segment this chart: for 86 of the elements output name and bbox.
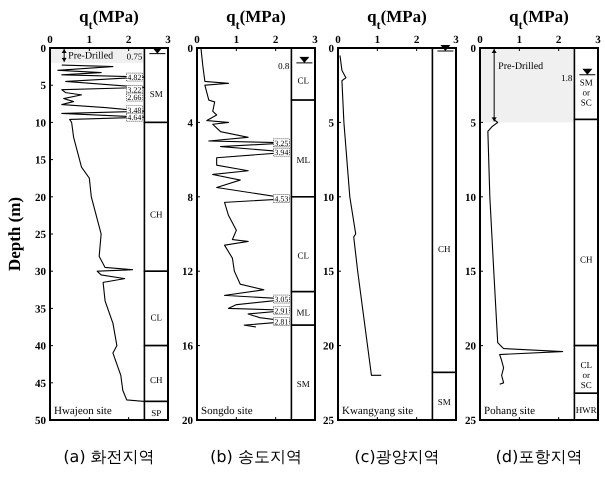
band-label: CL	[150, 312, 162, 322]
x-tick-label: 2	[414, 34, 420, 46]
y-tick-label: 20	[323, 340, 334, 353]
annotation: Hwajeon site	[54, 405, 112, 417]
y-tick-label: 30	[35, 266, 46, 278]
band-label: SP	[151, 408, 162, 418]
x-tick-label: 3	[312, 34, 318, 46]
x-axis-title: q$_{t}$(MPa)	[509, 7, 569, 32]
y-tick-label: 16	[182, 340, 194, 353]
annotation: 4.82	[127, 73, 142, 82]
band-label: Pre-Drilled	[68, 50, 114, 62]
annotation: 4.64	[127, 113, 142, 122]
band-label: CH	[150, 210, 163, 220]
band-label: CH	[580, 254, 593, 265]
band-label: SM or SC	[580, 77, 593, 108]
band-label: CL or SC	[580, 360, 592, 390]
band-label: SM	[296, 378, 310, 389]
x-tick-label: 2	[556, 34, 562, 46]
band-label: CH	[438, 244, 451, 254]
y-tick-label: 5	[40, 80, 46, 92]
y-tick-label: 0	[188, 43, 194, 55]
text: (c)광양지역	[354, 447, 440, 466]
annotation: 2.91	[274, 306, 288, 316]
y-axis-title: Depth (m)	[5, 196, 24, 272]
band-label: CH	[150, 375, 163, 386]
x-tick-label: 3	[165, 34, 172, 46]
y-tick-label: 45	[35, 378, 46, 390]
y-tick-label: 40	[35, 340, 46, 353]
y-tick-label: 25	[323, 415, 334, 427]
annotation: 3.05	[274, 295, 288, 304]
annotation: Pohang site	[484, 405, 536, 417]
y-tick-label: 12	[182, 266, 194, 278]
ref-line-label: 1.8	[561, 72, 573, 83]
y-tick-label: 25	[35, 229, 46, 241]
text: (d)포항지역	[496, 447, 582, 466]
x-tick-label: 2	[126, 34, 132, 46]
band-label: SM	[150, 89, 163, 100]
y-tick-label: 35	[35, 303, 46, 316]
y-tick-label: 10	[323, 192, 334, 204]
annotation: Songdo site	[201, 405, 253, 417]
annotation: 4.53	[274, 194, 288, 204]
y-tick-label: 15	[465, 266, 476, 278]
annotation: 2.81	[274, 317, 288, 326]
band-label: SM	[438, 396, 451, 407]
y-tick-label: 20	[35, 192, 46, 204]
y-tick-label: 5	[470, 117, 476, 130]
x-axis-title: q$_{t}$(MPa)	[79, 7, 139, 32]
annotation: 3.94	[274, 148, 288, 158]
y-tick-label: 10	[35, 117, 46, 130]
band-label: CL	[297, 75, 309, 86]
x-tick-label: 3	[595, 34, 602, 46]
x-axis-title: q$_{t}$(MPa)	[226, 7, 286, 32]
band-label: Pre-Drilled	[498, 61, 544, 72]
y-tick-label: 5	[328, 117, 334, 130]
x-tick-label: 1	[234, 34, 240, 46]
band-label: HWR	[576, 404, 597, 415]
y-tick-label: 0	[328, 43, 334, 55]
band-label: ML	[296, 155, 310, 166]
y-tick-label: 50	[35, 415, 46, 427]
y-tick-label: 20	[465, 340, 476, 353]
y-tick-label: 0	[470, 43, 476, 55]
x-tick-label: 3	[453, 34, 460, 46]
y-tick-label: 4	[188, 117, 194, 130]
annotation: 3.25	[274, 138, 288, 148]
y-tick-label: 20	[182, 415, 194, 427]
annotation: Kwangyang site	[342, 405, 414, 417]
x-tick-label: 1	[516, 34, 522, 46]
x-axis-title: q$_{t}$(MPa)	[367, 7, 427, 32]
x-tick-label: 1	[86, 34, 92, 46]
y-tick-label: 0	[40, 43, 46, 55]
y-tick-label: 15	[35, 154, 46, 167]
annotation: 3.48	[127, 106, 142, 115]
y-tick-label: 15	[323, 266, 334, 278]
y-tick-label: 10	[465, 192, 476, 204]
text: (b) 송도지역	[210, 447, 302, 466]
x-tick-label: 1	[374, 34, 380, 46]
text: (a) 화전지역	[63, 447, 155, 466]
y-tick-label: 25	[465, 415, 476, 427]
ref-line-label: 0.8	[278, 60, 290, 71]
annotation: 2.66	[127, 93, 142, 102]
ref-line-label: 0.75	[126, 52, 143, 62]
x-tick-label: 2	[272, 34, 279, 46]
band-label: CL	[297, 250, 309, 261]
annotation: 3.22	[127, 86, 142, 95]
band-label: ML	[296, 307, 310, 318]
y-tick-label: 8	[188, 192, 194, 204]
